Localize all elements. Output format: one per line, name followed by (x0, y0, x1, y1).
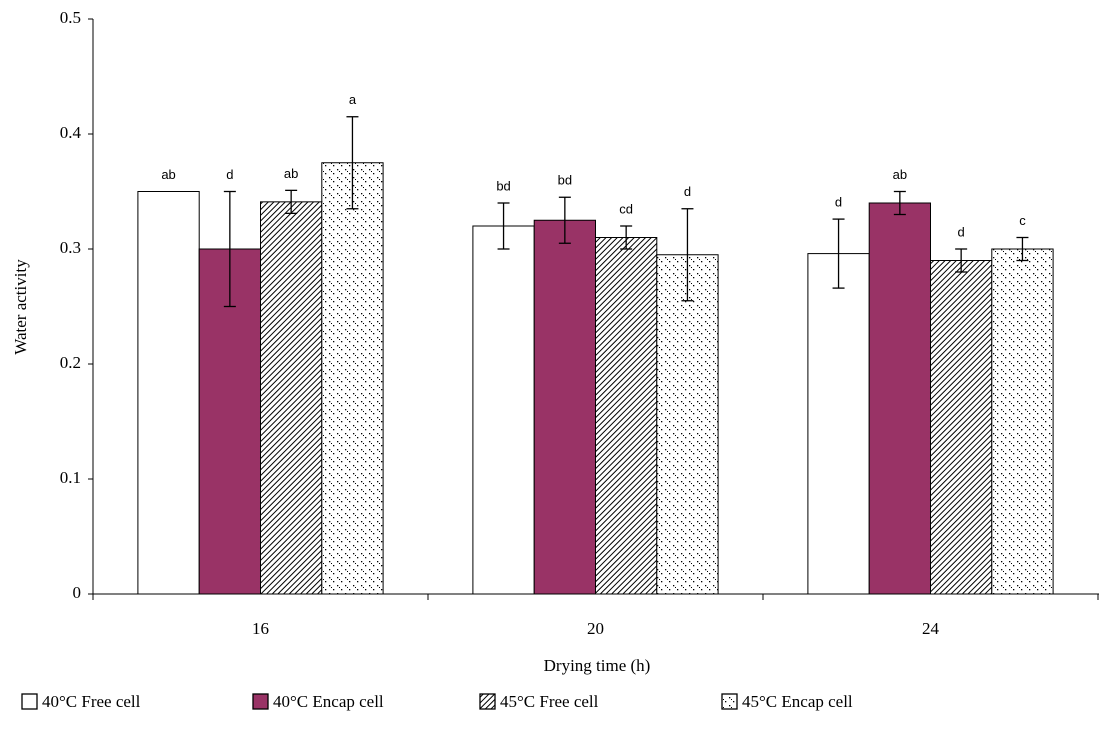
bar (321, 162, 384, 595)
legend-swatch (252, 693, 269, 710)
error-bar (1016, 236, 1029, 262)
error-bar (955, 248, 968, 273)
y-tick-label: 0.4 (60, 123, 82, 142)
bar (868, 202, 932, 595)
x-tick-label: 20 (587, 619, 604, 638)
error-bar (620, 225, 633, 250)
value-label: ab (893, 167, 907, 182)
legend-label: 45°C Free cell (500, 692, 599, 711)
bar (991, 248, 1054, 595)
value-label: cd (619, 201, 633, 216)
legend-label: 40°C Free cell (42, 692, 141, 711)
value-label: ab (161, 167, 175, 182)
x-axis-label: Drying time (h) (544, 656, 651, 675)
value-label: ab (284, 166, 298, 181)
value-label: bd (496, 178, 510, 193)
error-bar (223, 190, 236, 308)
bar (260, 201, 323, 595)
error-bar (832, 218, 845, 289)
value-label: a (349, 92, 357, 107)
bar (472, 225, 535, 595)
bar (533, 219, 597, 595)
value-label: d (958, 224, 965, 239)
error-bar (558, 196, 571, 244)
value-label: d (226, 167, 233, 182)
value-label: c (1019, 213, 1026, 228)
y-tick-label: 0.3 (60, 238, 81, 257)
error-bar (893, 190, 906, 216)
legend-swatch (479, 693, 496, 710)
bar (807, 253, 870, 595)
y-tick-label: 0.5 (60, 8, 81, 27)
value-label: bd (558, 173, 572, 188)
bar (137, 191, 200, 595)
value-label: d (684, 184, 691, 199)
bar (930, 260, 993, 595)
y-axis-label: Water activity (11, 259, 30, 355)
error-bar (346, 116, 359, 210)
bar (595, 237, 658, 595)
y-tick-label: 0 (73, 583, 82, 602)
legend-label: 45°C Encap cell (742, 692, 853, 711)
value-label: d (835, 195, 842, 210)
y-tick-label: 0.1 (60, 468, 81, 487)
x-tick-label: 16 (252, 619, 269, 638)
error-bar (497, 202, 510, 250)
error-bar (681, 208, 694, 302)
legend-swatch (721, 693, 738, 710)
legend-swatch (21, 693, 38, 710)
legend-label: 40°C Encap cell (273, 692, 384, 711)
error-bar (285, 189, 298, 215)
bar (656, 254, 719, 595)
y-tick-label: 0.2 (60, 353, 81, 372)
x-tick-label: 24 (922, 619, 940, 638)
